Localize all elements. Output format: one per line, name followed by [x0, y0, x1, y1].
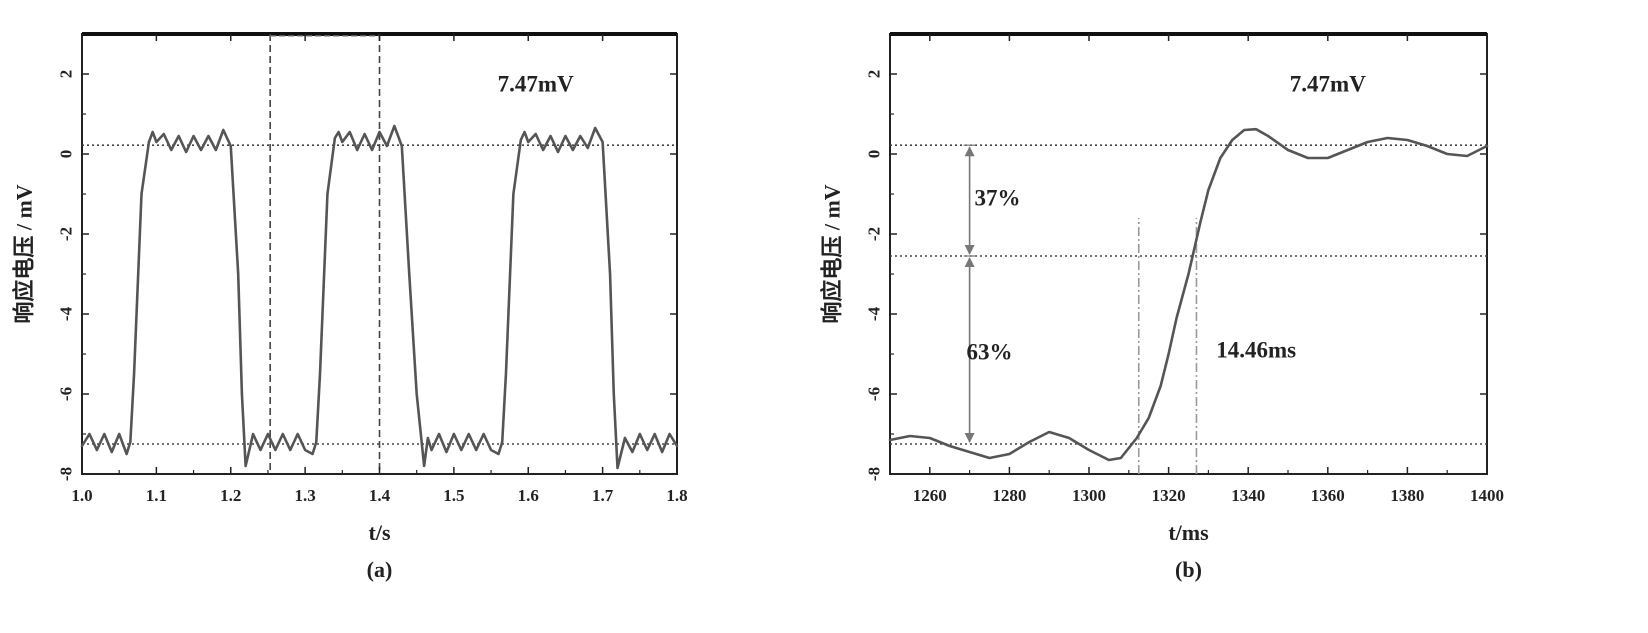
y-axis-label: 响应电压 / mV [820, 184, 845, 323]
arrow-head-up [964, 146, 975, 157]
panel-label: (a) [367, 557, 393, 582]
y-tick-label: -6 [865, 387, 884, 401]
series-line [80, 124, 679, 470]
x-axis-label: t/ms [1168, 520, 1209, 545]
y-tick-label: 0 [865, 150, 884, 159]
annotation-text: 37% [974, 186, 1020, 211]
x-tick-label: 1.3 [295, 486, 316, 505]
x-axis-label: t/s [369, 520, 391, 545]
x-tick-label: 1.8 [666, 486, 687, 505]
series-line [888, 127, 1489, 462]
y-tick-label: -2 [865, 227, 884, 241]
y-tick-label: -4 [57, 306, 76, 321]
y-tick-label: -4 [865, 306, 884, 321]
y-tick-label: 0 [57, 150, 76, 159]
y-tick-label: -2 [57, 227, 76, 241]
x-tick-label: 1340 [1231, 486, 1265, 505]
annotation-text: 63% [967, 340, 1013, 365]
arrow-head-down [964, 245, 975, 255]
annotation-text: 7.47mV [498, 72, 574, 97]
x-tick-label: 1400 [1470, 486, 1504, 505]
y-tick-label: -8 [865, 467, 884, 481]
plot-frame [889, 33, 1488, 475]
x-tick-label: 1.4 [369, 486, 391, 505]
x-tick-label: 1280 [992, 486, 1026, 505]
panel-label: (b) [1175, 557, 1202, 582]
x-tick-label: 1.0 [71, 486, 92, 505]
x-tick-label: 1360 [1311, 486, 1345, 505]
arrow-head-up [964, 257, 975, 267]
x-tick-label: 1320 [1152, 486, 1186, 505]
x-tick-label: 1.5 [443, 486, 464, 505]
x-tick-label: 1.1 [146, 486, 167, 505]
y-tick-label: 2 [865, 70, 884, 79]
annotation-text: 14.46ms [1216, 338, 1296, 363]
x-tick-label: 1380 [1390, 486, 1424, 505]
x-tick-label: 1.2 [220, 486, 241, 505]
x-tick-label: 1260 [913, 486, 947, 505]
x-tick-label: 1300 [1072, 486, 1106, 505]
chart-a: 1.0 1.1 1.2 1.3 1.4 1.5 1.6 1.7 1.8 2 0 -2 -4 -6 -8 t/s… [12, 32, 688, 582]
y-axis-label: 响应电压 / mV [12, 184, 37, 323]
y-tick-label: -8 [57, 467, 76, 481]
x-tick-label: 1.7 [592, 486, 614, 505]
chart-b: 1260 1280 1300 1320 1340 1360 1380 1400 2 0 -2 -4 -6… [820, 32, 1504, 582]
x-tick-label: 1.6 [518, 486, 539, 505]
y-tick-label: 2 [57, 70, 76, 79]
y-tick-label: -6 [57, 387, 76, 401]
annotation-text: 7.47mV [1290, 72, 1366, 97]
arrow-head-down [964, 433, 975, 443]
